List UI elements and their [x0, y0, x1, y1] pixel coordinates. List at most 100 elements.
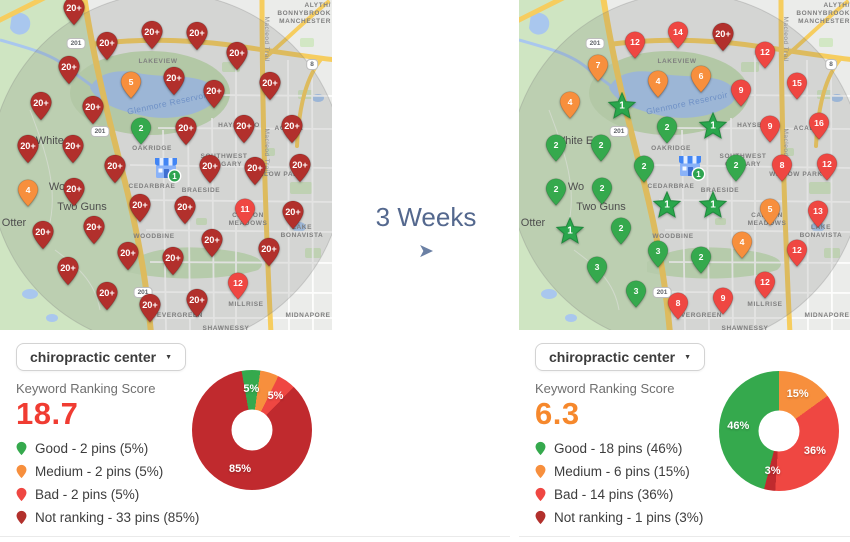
map-pin-not-ranking[interactable]: 20+	[138, 293, 162, 323]
map-pin-bad[interactable]: 9	[759, 114, 781, 144]
svg-text:1: 1	[664, 200, 670, 211]
map-pin-not-ranking[interactable]: 20+	[116, 241, 140, 271]
map-pin-not-ranking[interactable]: 20+	[281, 200, 305, 230]
map-pin-not-ranking[interactable]: 20+	[57, 55, 81, 85]
map-pin-not-ranking[interactable]: 20+	[202, 79, 226, 109]
map-pin-not-ranking[interactable]: 20+	[257, 237, 281, 267]
map-pin-good-star[interactable]: 1	[652, 190, 682, 220]
svg-text:20+: 20+	[66, 3, 82, 13]
map-pin-medium[interactable]: 5	[120, 70, 142, 100]
map-pin-good[interactable]: 2	[656, 115, 678, 145]
map-pin-not-ranking[interactable]: 20+	[288, 153, 312, 183]
map-pin-not-ranking[interactable]: 20+	[185, 21, 209, 51]
map-pin-not-ranking[interactable]: 20+	[162, 66, 186, 96]
map-pin-not-ranking[interactable]: 20+	[258, 71, 282, 101]
map-pin-bad[interactable]: 8	[667, 291, 689, 321]
map-pin-medium[interactable]: 4	[559, 90, 581, 120]
map-pin-not-ranking[interactable]: 20+	[62, 177, 86, 207]
map-pin-not-ranking[interactable]: 20+	[225, 41, 249, 71]
map-pin-not-ranking[interactable]: 20+	[232, 114, 256, 144]
map-pin-good-star[interactable]: 1	[698, 111, 728, 141]
map-pin-bad[interactable]: 14	[667, 20, 689, 50]
map-pin-not-ranking[interactable]: 20+	[140, 20, 164, 50]
keyword-dropdown[interactable]: chiropractic center ▼	[16, 343, 186, 371]
map-pin-bad[interactable]: 11	[234, 197, 256, 227]
map-pin-not-ranking[interactable]: 20+	[95, 281, 119, 311]
map-pin-bad[interactable]: 12	[786, 238, 808, 268]
map-pin-good[interactable]: 2	[130, 116, 152, 146]
map-pin-bad[interactable]: 13	[807, 199, 829, 229]
map-pin-bad[interactable]: 9	[730, 78, 752, 108]
map-pin-bad[interactable]: 12	[754, 270, 776, 300]
map-pin-not-ranking[interactable]: 20+	[173, 195, 197, 225]
map-pin-good[interactable]: 2	[545, 133, 567, 163]
map-pin-not-ranking[interactable]: 20+	[81, 95, 105, 125]
map-pin-not-ranking[interactable]: 20+	[280, 114, 304, 144]
map-pin-not-ranking[interactable]: 20+	[82, 215, 106, 245]
map-pin-not-ranking[interactable]: 20+	[103, 154, 127, 184]
keyword-dropdown[interactable]: chiropractic center ▼	[535, 343, 705, 371]
map-pin-not-ranking[interactable]: 20+	[128, 193, 152, 223]
map-pin-good[interactable]: 2	[610, 216, 632, 246]
map-pin-good[interactable]: 2	[690, 245, 712, 275]
map-pin-bad[interactable]: 9	[712, 286, 734, 316]
map-pin-not-ranking[interactable]: 20+	[185, 288, 209, 318]
svg-text:20+: 20+	[66, 184, 82, 194]
map-pin-medium[interactable]: 5	[759, 197, 781, 227]
svg-text:20+: 20+	[236, 121, 252, 131]
svg-text:20+: 20+	[60, 263, 76, 273]
map-pin-good-star[interactable]: 1	[698, 190, 728, 220]
map-pin-bad[interactable]: 12	[754, 40, 776, 70]
svg-text:20+: 20+	[35, 227, 51, 237]
map-pin-not-ranking[interactable]: 20+	[200, 228, 224, 258]
map-pin-medium[interactable]: 4	[647, 69, 669, 99]
map-pin-bad[interactable]: 12	[227, 271, 249, 301]
map-pin-good[interactable]: 3	[625, 279, 647, 309]
legend-row: Good - 18 pins (46%)	[535, 441, 703, 456]
legend-label: Good - 18 pins (46%)	[554, 441, 683, 456]
map-pin-good-star[interactable]: 1	[555, 216, 585, 246]
map-pin-bad[interactable]: 15	[786, 71, 808, 101]
map-pin-not-ranking[interactable]: 20+	[711, 22, 735, 52]
map-pin-good-star[interactable]: 1	[607, 91, 637, 121]
map-pin-not-ranking[interactable]: 20+	[29, 91, 53, 121]
map-pin-not-ranking[interactable]: 20+	[174, 116, 198, 146]
map-pin-not-ranking[interactable]: 20+	[95, 31, 119, 61]
map-pin-good[interactable]: 3	[647, 239, 669, 269]
map-pin-medium[interactable]: 4	[731, 230, 753, 260]
svg-text:7: 7	[596, 60, 601, 70]
map-pin-medium[interactable]: 7	[587, 53, 609, 83]
map-pin-not-ranking[interactable]: 20+	[243, 156, 267, 186]
svg-text:3: 3	[634, 286, 639, 296]
keyword-ranking-score: 6.3	[535, 396, 580, 431]
map-pin-good[interactable]: 2	[633, 154, 655, 184]
svg-text:6: 6	[699, 71, 704, 81]
svg-text:20+: 20+	[120, 248, 136, 258]
geo-grid-map-after[interactable]: ALYTH/ BONNYBROOK MANCHESTER LAKEVIEW Glen…	[519, 0, 850, 330]
map-pin-bad[interactable]: 8	[771, 153, 793, 183]
map-pin-good[interactable]: 2	[591, 176, 613, 206]
map-pin-not-ranking[interactable]: 20+	[31, 220, 55, 250]
map-pin-not-ranking[interactable]: 20+	[16, 134, 40, 164]
map-pin-bad[interactable]: 16	[808, 111, 830, 141]
map-pin-good[interactable]: 2	[725, 153, 747, 183]
map-pin-medium[interactable]: 6	[690, 64, 712, 94]
map-pin-good[interactable]: 2	[590, 133, 612, 163]
donut-segment-label: 5%	[267, 390, 284, 403]
map-pin-bad[interactable]: 12	[816, 152, 838, 182]
map-pin-not-ranking[interactable]: 20+	[61, 134, 85, 164]
business-location-icon[interactable]: 1	[152, 156, 182, 184]
panel-after: ALYTH/ BONNYBROOK MANCHESTER LAKEVIEW Glen…	[519, 0, 850, 542]
map-pin-good[interactable]: 3	[586, 255, 608, 285]
map-pin-good[interactable]: 2	[545, 177, 567, 207]
map-pin-not-ranking[interactable]: 20+	[161, 246, 185, 276]
map-pin-bad[interactable]: 12	[624, 30, 646, 60]
map-pin-medium[interactable]: 4	[17, 178, 39, 208]
map-pin-not-ranking[interactable]: 20+	[198, 154, 222, 184]
business-location-icon[interactable]: 1	[676, 154, 706, 182]
map-pin-not-ranking[interactable]: 20+	[62, 0, 86, 26]
arrow-right-icon: ➤	[418, 241, 434, 262]
legend-row: Good - 2 pins (5%)	[16, 441, 199, 456]
map-pin-not-ranking[interactable]: 20+	[56, 256, 80, 286]
geo-grid-map-before[interactable]: ALYTH/ BONNYBROOK MANCHESTER LAKEVIEW Glen…	[0, 0, 332, 330]
